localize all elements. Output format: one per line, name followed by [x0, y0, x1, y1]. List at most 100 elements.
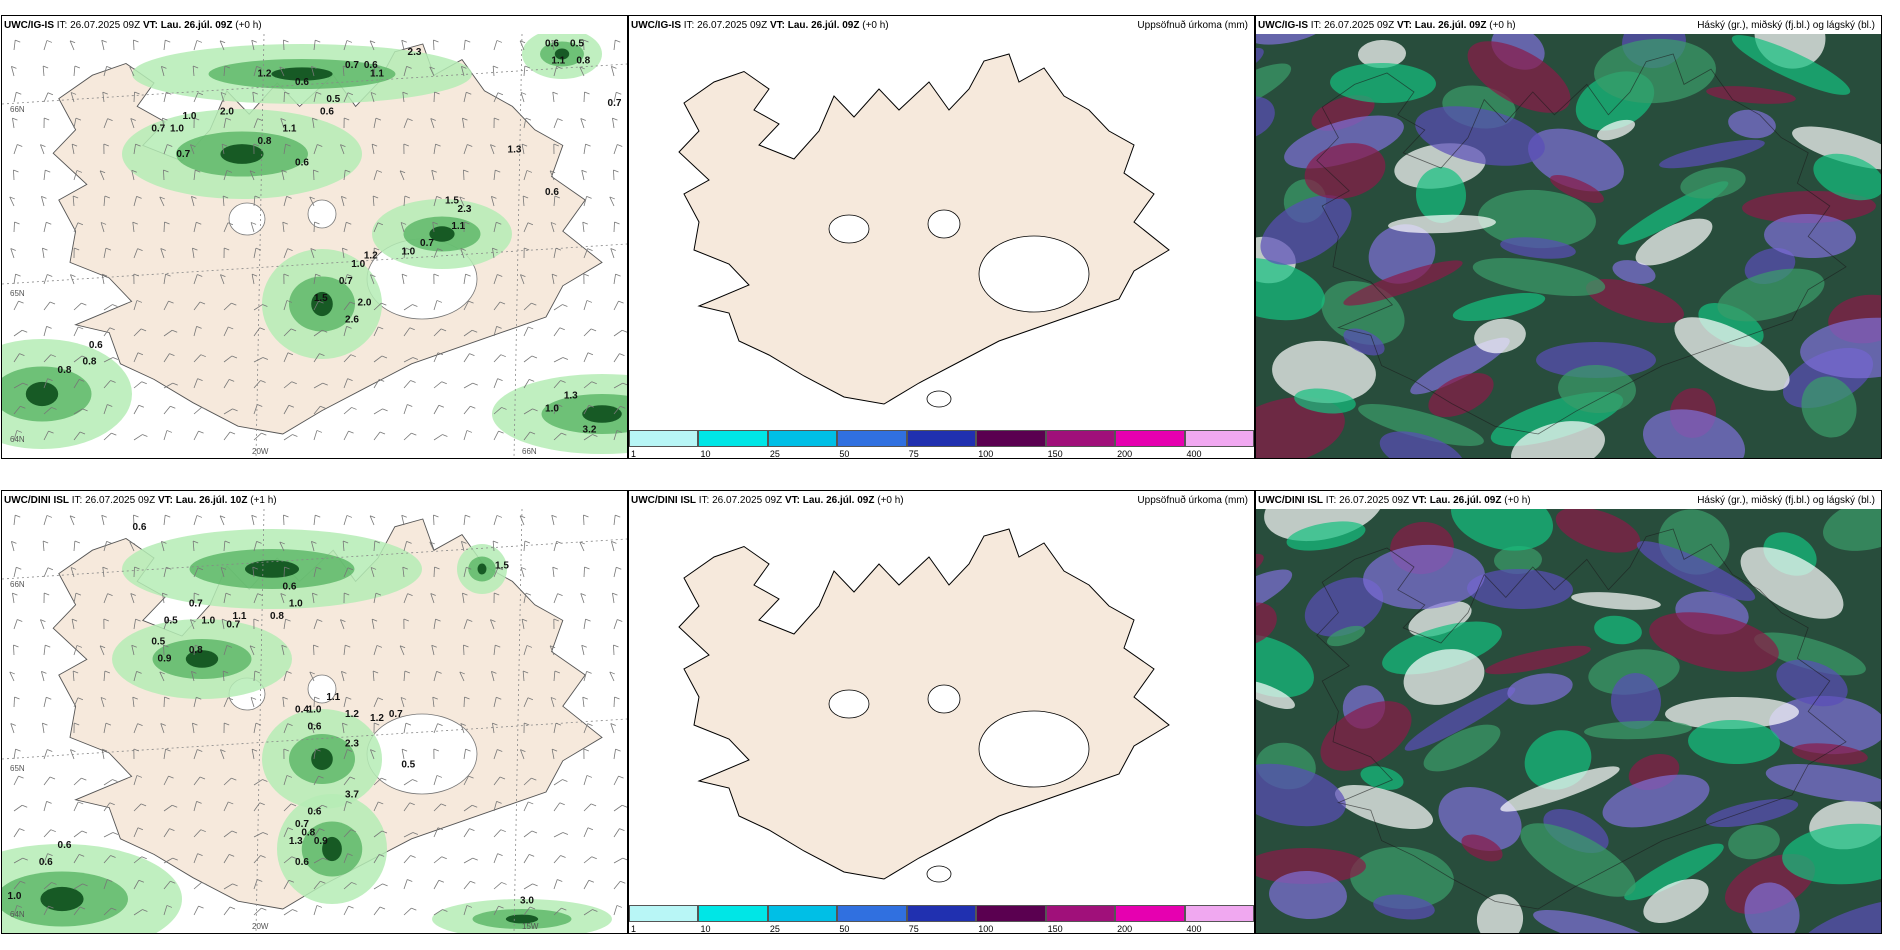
panel-accumulated-precip-dini: UWC/DINI ISL IT: 26.07.2025 09Z VT: Lau.… [628, 490, 1255, 934]
legend-swatch [1115, 905, 1185, 922]
precip-value-label: 1.0 [183, 111, 197, 122]
precip-value-label: 1.1 [451, 221, 465, 232]
lead-time: (+0 h) [235, 20, 262, 31]
legend-swatch [698, 430, 768, 447]
coord-label: 65N [10, 289, 25, 298]
precip-value-label: 1.3 [289, 836, 303, 847]
precip-value-label: 0.7 [389, 709, 403, 720]
precip-value-label: 0.7 [339, 276, 353, 287]
legend-tick-label: 400 [1186, 449, 1202, 459]
precip-value-label: 3.0 [520, 895, 534, 906]
precip-legend: 1 10 25 50 75 100 150 200 400 [629, 903, 1254, 933]
coord-label: 64N [10, 435, 25, 444]
coord-label: 66N [522, 447, 537, 456]
parameter-title: Háský (gr.), miðský (fj.bl.) og lágský (… [1697, 495, 1875, 506]
legend-tick-label: 50 [839, 924, 850, 934]
precip-value-label: 1.1 [283, 124, 297, 135]
legend-swatch [906, 905, 977, 922]
legend-tick-label: 25 [769, 449, 780, 459]
legend-tick-label: 1 [631, 924, 637, 934]
precip-value-label: 1.0 [170, 124, 184, 135]
precip-value-label: 3.7 [345, 789, 359, 800]
legend-swatch [976, 430, 1046, 447]
precip-wind-map: 66N 65N 64N 20W 66N 1.2 1.1 0.7 0.6 0.6 2.3 0.7 1.0 2… [2, 34, 627, 458]
iceland-outline [1316, 53, 1847, 435]
legend-swatch [976, 905, 1046, 922]
panel-header: UWC/IG-IS IT: 26.07.2025 09Z VT: Lau. 26… [4, 18, 623, 34]
legend-swatch [837, 905, 907, 922]
precip-value-label: 0.6 [364, 60, 378, 71]
coord-label: 20W [252, 447, 269, 456]
precip-area [2, 34, 627, 454]
precip-value-label: 2.3 [458, 204, 472, 215]
wind-barbs [9, 39, 627, 441]
legend-tick-label: 25 [769, 924, 780, 934]
legend-tick-label: 200 [1117, 924, 1133, 934]
panel-cloud-cover-igis: UWC/IG-IS IT: 26.07.2025 09Z VT: Lau. 26… [1255, 15, 1882, 459]
parameter-title: Uppsöfnuð úrkoma (mm) [1137, 20, 1248, 31]
panel-cloud-cover-dini: UWC/DINI ISL IT: 26.07.2025 09Z VT: Lau.… [1255, 490, 1882, 934]
legend-swatch [1045, 430, 1116, 447]
model-label: UWC/DINI ISL [4, 495, 69, 506]
legend-tick-label: 200 [1117, 449, 1133, 459]
precip-value-label: 2.3 [408, 47, 422, 58]
model-label: UWC/IG-IS [4, 20, 54, 31]
precip-value-label: 0.7 [295, 819, 309, 830]
iceland-landmass [678, 53, 1170, 405]
legend-tick-label: 75 [908, 449, 919, 459]
issue-time: IT: 26.07.2025 09Z [1310, 20, 1395, 31]
valid-time: Lau. 26.júl. 09Z [802, 495, 875, 506]
panel-accumulated-precip-igis: UWC/IG-IS IT: 26.07.2025 09Z VT: Lau. 26… [628, 15, 1255, 459]
panel-header: UWC/DINI ISL IT: 26.07.2025 09Z VT: Lau.… [631, 493, 1250, 509]
lead-time: (+0 h) [877, 495, 904, 506]
lead-time: (+0 h) [1489, 20, 1516, 31]
model-label: UWC/IG-IS [1258, 20, 1308, 31]
precip-value-label: 1.0 [351, 259, 365, 270]
precip-value-label: 0.7 [420, 238, 434, 249]
glacier-outline [927, 684, 961, 714]
glacier-outline [228, 202, 266, 236]
precip-value-label: 1.5 [314, 293, 328, 304]
precip-value-label: 1.0 [201, 616, 215, 627]
valid-time: Lau. 26.júl. 09Z [787, 20, 860, 31]
glacier-outline [828, 689, 870, 719]
lead-time: (+1 h) [250, 495, 277, 506]
precip-value-label: 0.9 [314, 836, 328, 847]
legend-swatch [629, 905, 699, 922]
glacier-outline [926, 390, 952, 408]
issue-time: IT: 26.07.2025 09Z [56, 20, 141, 31]
precip-value-label: 2.6 [345, 314, 359, 325]
legend-tick-label: 100 [978, 924, 994, 934]
model-label: UWC/IG-IS [631, 20, 681, 31]
accumulated-precip-map [629, 509, 1254, 933]
valid-time: Lau. 26.júl. 10Z [175, 495, 248, 506]
precip-value-label: 0.7 [176, 149, 190, 160]
precip-value-label: 1.3 [508, 145, 522, 156]
precip-value-label: 0.6 [308, 806, 322, 817]
precip-value-label: 1.2 [345, 709, 359, 720]
glacier-outline [926, 865, 952, 883]
precip-value-label: 0.6 [283, 582, 297, 593]
coord-label: 66N [10, 580, 25, 589]
glacier-outline [828, 214, 870, 244]
precip-value-label: 0.5 [570, 39, 584, 50]
model-label: UWC/DINI ISL [631, 495, 696, 506]
precip-value-label: 1.2 [258, 68, 272, 79]
model-label: UWC/DINI ISL [1258, 495, 1323, 506]
legend-tick-label: 75 [908, 924, 919, 934]
precip-value-label: 1.0 [8, 891, 22, 902]
legend-tick-label: 50 [839, 449, 850, 459]
precip-value-label: 1.1 [551, 56, 565, 67]
precip-value-label: 1.3 [564, 391, 578, 402]
legend-swatch [1184, 430, 1254, 447]
valid-time-label: VT: [142, 20, 158, 31]
panel-precip-wind-dini: UWC/DINI ISL IT: 26.07.2025 09Z VT: Lau.… [1, 490, 628, 934]
legend-tick-label: 10 [700, 924, 711, 934]
precip-value-label: 0.9 [158, 654, 172, 665]
precip-value-label: 2.0 [220, 107, 234, 118]
precip-value-label: 0.7 [345, 60, 359, 71]
parameter-title: Háský (gr.), miðský (fj.bl.) og lágský (… [1697, 20, 1875, 31]
precip-value-label: 0.5 [164, 616, 178, 627]
glacier-outline [366, 713, 478, 795]
coord-label: 65N [10, 764, 25, 773]
